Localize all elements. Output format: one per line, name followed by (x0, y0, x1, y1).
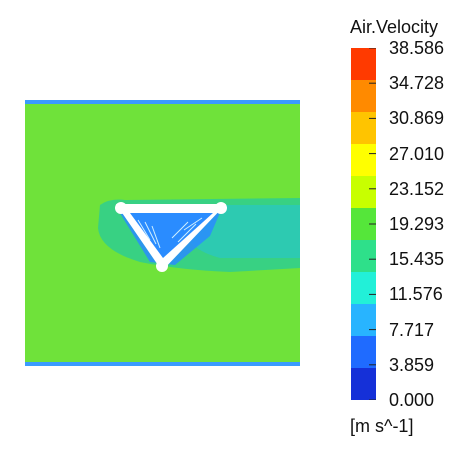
legend-units: [m s^-1] (350, 416, 414, 436)
colorbar-band (351, 336, 376, 369)
colorbar-tick-label: 15.435 (389, 249, 445, 270)
obstacle-left-corner (115, 202, 127, 214)
colorbar-tick-label: 19.293 (389, 214, 445, 234)
legend-title: Air.Velocity (350, 17, 439, 37)
colorbar-band (351, 112, 376, 145)
colorbar-tick-label: 38.586 (389, 38, 445, 58)
colorbar-band (351, 368, 376, 400)
obstacle-right-corner (215, 202, 227, 214)
colorbar-tick-label: 30.869 (389, 108, 445, 129)
colorbar-tick-label: 34.728 (389, 73, 445, 94)
colorbar-band (351, 272, 376, 305)
colorbar-tick-label: 27.010 (389, 143, 445, 164)
obstacle-bottom-corner (156, 260, 168, 272)
velocity-colorbar (351, 48, 376, 400)
colorbar-band (351, 304, 376, 337)
flow-streaks (137, 217, 203, 249)
colorbar-band (351, 48, 376, 81)
colorbar-tick-label: 7.717 (389, 319, 435, 340)
colorbar-tick-label: 11.576 (389, 284, 443, 305)
bottom-boundary-layer (25, 362, 300, 366)
top-boundary-layer (25, 100, 300, 104)
colorbar-tick-label: 0.000 (389, 390, 435, 410)
colorbar-tick-label: 23.152 (389, 178, 445, 199)
colorbar-band (351, 144, 376, 177)
velocity-contour-plot (25, 100, 300, 366)
colorbar-band (351, 176, 376, 209)
colorbar-tick-label: 3.859 (389, 354, 435, 375)
colorbar-band (351, 240, 376, 273)
colorbar-band (351, 80, 376, 113)
